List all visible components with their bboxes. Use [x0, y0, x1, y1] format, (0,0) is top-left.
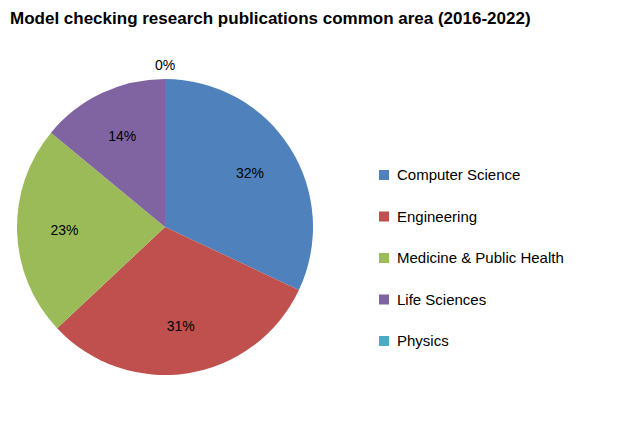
pie-slice — [51, 79, 165, 227]
pie-slice — [165, 79, 166, 227]
legend-swatch — [379, 336, 389, 346]
data-label: 32% — [236, 165, 264, 181]
legend-label: Life Sciences — [397, 291, 486, 308]
data-label: 23% — [50, 222, 78, 238]
legend-label: Physics — [397, 332, 449, 349]
legend-label: Medicine & Public Health — [397, 249, 564, 266]
data-labels: 32% 31% 23% 14% 0% — [50, 57, 264, 334]
legend: Computer Science Engineering Medicine & Pu… — [379, 166, 564, 349]
chart: Model checking research publications com… — [0, 0, 640, 434]
legend-swatch — [379, 295, 389, 305]
legend-swatch — [379, 212, 389, 222]
title: Model checking research publications com… — [10, 9, 531, 28]
legend-swatch — [379, 170, 389, 180]
legend-label: Computer Science — [397, 166, 520, 183]
data-label: 31% — [167, 318, 195, 334]
data-label: 0% — [155, 57, 175, 73]
legend-label: Engineering — [397, 208, 477, 225]
pie — [17, 79, 313, 375]
data-label: 14% — [108, 128, 136, 144]
legend-swatch — [379, 253, 389, 263]
